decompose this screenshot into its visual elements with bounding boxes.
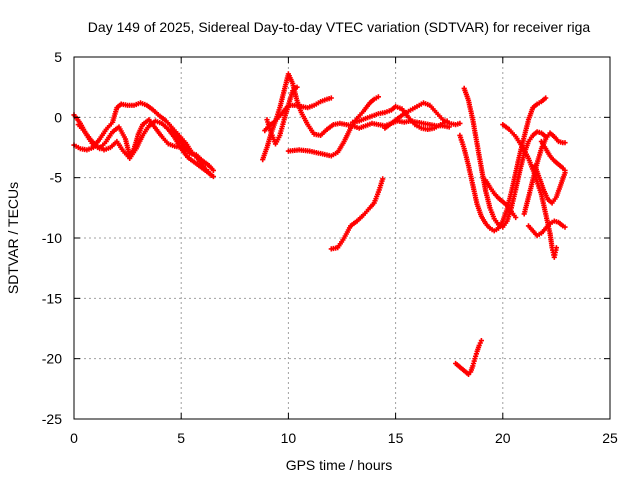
series-arc-20 [453, 338, 484, 377]
x-tick-label: 15 [388, 430, 404, 446]
x-tick-label: 0 [70, 430, 78, 446]
y-tick-label: -20 [42, 351, 62, 367]
series-arc-18 [538, 138, 568, 173]
ticks: 0 5 10 15 20 25 -25 -20 -15 -10 -5 0 5 [42, 49, 618, 446]
series-markers [483, 177, 519, 221]
series-markers [453, 338, 484, 377]
series-arc-19 [483, 177, 519, 221]
series-markers [75, 118, 216, 180]
series-markers [382, 100, 463, 131]
series-markers [167, 126, 216, 173]
y-tick-label: -10 [42, 230, 62, 246]
series-arc-8 [285, 94, 381, 159]
series-arc-4 [167, 126, 216, 173]
x-tick-label: 25 [602, 430, 618, 446]
series-arc-11 [382, 100, 463, 131]
series-markers [500, 122, 559, 260]
x-tick-label: 5 [177, 430, 185, 446]
series-arc-17 [532, 163, 568, 206]
series-arc-7 [264, 84, 300, 147]
series-markers [532, 163, 568, 206]
y-tick-label: 5 [54, 49, 62, 65]
x-axis-label: GPS time / hours [286, 457, 393, 473]
series-markers [457, 95, 549, 234]
series-arc-3 [75, 118, 216, 180]
series-markers [264, 84, 300, 147]
y-tick-label: -25 [42, 411, 62, 427]
y-tick-label: -15 [42, 290, 62, 306]
series-arc-14 [500, 122, 559, 260]
data-series [71, 71, 568, 377]
series-arc-16 [525, 218, 568, 239]
y-tick-label: 0 [54, 109, 62, 125]
chart-title: Day 149 of 2025, Sidereal Day-to-day VTE… [88, 19, 591, 35]
series-arc-9 [328, 176, 386, 252]
series-markers [285, 94, 381, 159]
y-axis-label: SDTVAR / TECUs [5, 182, 21, 294]
y-tick-label: -5 [50, 170, 63, 186]
series-markers [525, 218, 568, 239]
series-markers [328, 176, 386, 252]
series-arc-13 [457, 95, 549, 234]
x-tick-label: 10 [281, 430, 297, 446]
series-markers [538, 138, 568, 173]
x-tick-label: 20 [495, 430, 511, 446]
